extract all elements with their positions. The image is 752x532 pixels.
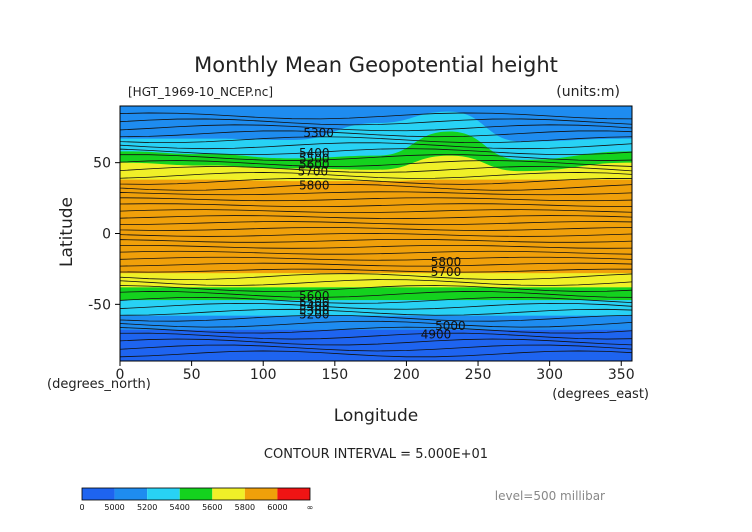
contour-line: [120, 268, 632, 273]
chart-title: Monthly Mean Geopotential height: [194, 53, 558, 77]
contour-fill: 5300540055005600570058005800570056005500…: [120, 106, 632, 361]
x-axis-label: Longitude: [334, 406, 419, 426]
contour-line: [120, 112, 632, 120]
x-tick-label: 300: [536, 367, 563, 383]
contour-line: [120, 130, 632, 138]
contour-line: [120, 172, 632, 179]
contour-line: [120, 154, 632, 161]
contour-line: [120, 244, 632, 249]
colorbar-label: 5800: [235, 503, 255, 512]
plot-area: 5300540055005600570058005800570056005500…: [88, 105, 635, 383]
contour-line: [120, 291, 632, 298]
colorbar-label: 6000: [267, 503, 287, 512]
units-label: (units:m): [556, 84, 620, 100]
colorbar-segment: [179, 488, 213, 500]
contour-line: [120, 308, 632, 316]
contour-label: 5800: [431, 255, 462, 269]
contour-line: [120, 148, 632, 155]
x-tick-label: 350: [608, 367, 635, 383]
contour-line: [120, 203, 632, 208]
contour-line: [120, 191, 632, 196]
y-tick-label: 0: [102, 227, 111, 243]
x-tick-label: 150: [321, 367, 348, 383]
contour-line: [120, 302, 632, 310]
contour-line: [120, 314, 632, 322]
y-unit-label: (degrees_north): [47, 377, 151, 392]
band-north-5000: [120, 106, 632, 142]
colorbar-segment: [244, 488, 278, 500]
colorbar-label: 0: [79, 503, 84, 512]
contour-line: [120, 215, 632, 219]
contour-label: 5000: [435, 319, 466, 333]
contour-label: 5200: [299, 308, 330, 322]
x-tick-label: 50: [183, 367, 201, 383]
contour-label: 5400: [299, 146, 330, 160]
contour-line: [120, 256, 632, 261]
contour-label: 5300: [303, 126, 334, 140]
contour-label: 4900: [421, 327, 452, 341]
colorbar: 0 5000 5200 5400 5600 5800 6000 ∞: [79, 487, 314, 512]
colorbar-segment: [212, 488, 245, 500]
y-axis-label: Latitude: [57, 197, 77, 267]
contour-label: 5600: [299, 157, 330, 171]
contour-line: [120, 233, 632, 237]
contour-line: [120, 221, 632, 225]
colorbar-segment: [114, 488, 148, 500]
x-unit-label: (degrees_east): [552, 387, 649, 402]
contour-lines: [120, 112, 632, 358]
x-tick-label: 200: [393, 367, 420, 383]
contour-line: [120, 332, 632, 340]
x-tick-label: 0: [116, 367, 125, 383]
contour-label: 5600: [299, 289, 330, 303]
contour-line: [120, 160, 632, 167]
x-tick-label: 250: [465, 367, 492, 383]
contour-line: [120, 279, 632, 286]
contour-label: 5400: [299, 299, 330, 313]
contour-line: [120, 296, 632, 304]
contour-label: 5800: [299, 179, 330, 193]
colorbar-segment: [82, 488, 115, 500]
contour-line: [120, 326, 632, 334]
contour-line: [120, 338, 632, 346]
contour-line: [120, 178, 632, 185]
contour-label: 5700: [431, 265, 462, 279]
colorbar-segment: [277, 488, 310, 500]
contour-label: 5300: [299, 303, 330, 317]
contour-line: [120, 124, 632, 132]
contour-line: [120, 350, 632, 358]
contour-line: [120, 166, 632, 173]
y-tick-label: -50: [88, 297, 111, 313]
contour-line: [120, 209, 632, 214]
file-label: [HGT_1969-10_NCEP.nc]: [128, 85, 273, 99]
contour-line: [120, 273, 632, 280]
contour-line: [120, 142, 632, 150]
contour-line: [120, 238, 632, 243]
colorbar-label: 5400: [170, 503, 190, 512]
colorbar-label: 5000: [104, 503, 124, 512]
contour-line: [120, 118, 632, 126]
contour-line: [120, 183, 632, 191]
y-tick-label: 50: [93, 156, 111, 172]
contour-label: 5700: [298, 164, 329, 178]
contour-line: [120, 320, 632, 328]
level-label: level=500 millibar: [495, 489, 605, 503]
colorbar-segment: [147, 488, 180, 500]
contour-label: 5500: [299, 152, 330, 166]
contour-line: [120, 344, 632, 352]
contour-line: [120, 227, 632, 231]
colorbar-label: 5600: [202, 503, 222, 512]
colorbar-label: 5200: [137, 503, 157, 512]
contour-line: [120, 197, 632, 202]
contour-line: [120, 262, 632, 267]
colorbar-label: ∞: [307, 503, 314, 512]
x-tick-label: 100: [250, 367, 277, 383]
contour-line: [120, 285, 632, 292]
contour-label: 5500: [299, 295, 330, 309]
contour-interval-label: CONTOUR INTERVAL = 5.000E+01: [264, 447, 488, 462]
contour-line: [120, 250, 632, 255]
contour-line: [120, 136, 632, 144]
colorbar-frame: [81, 487, 311, 501]
